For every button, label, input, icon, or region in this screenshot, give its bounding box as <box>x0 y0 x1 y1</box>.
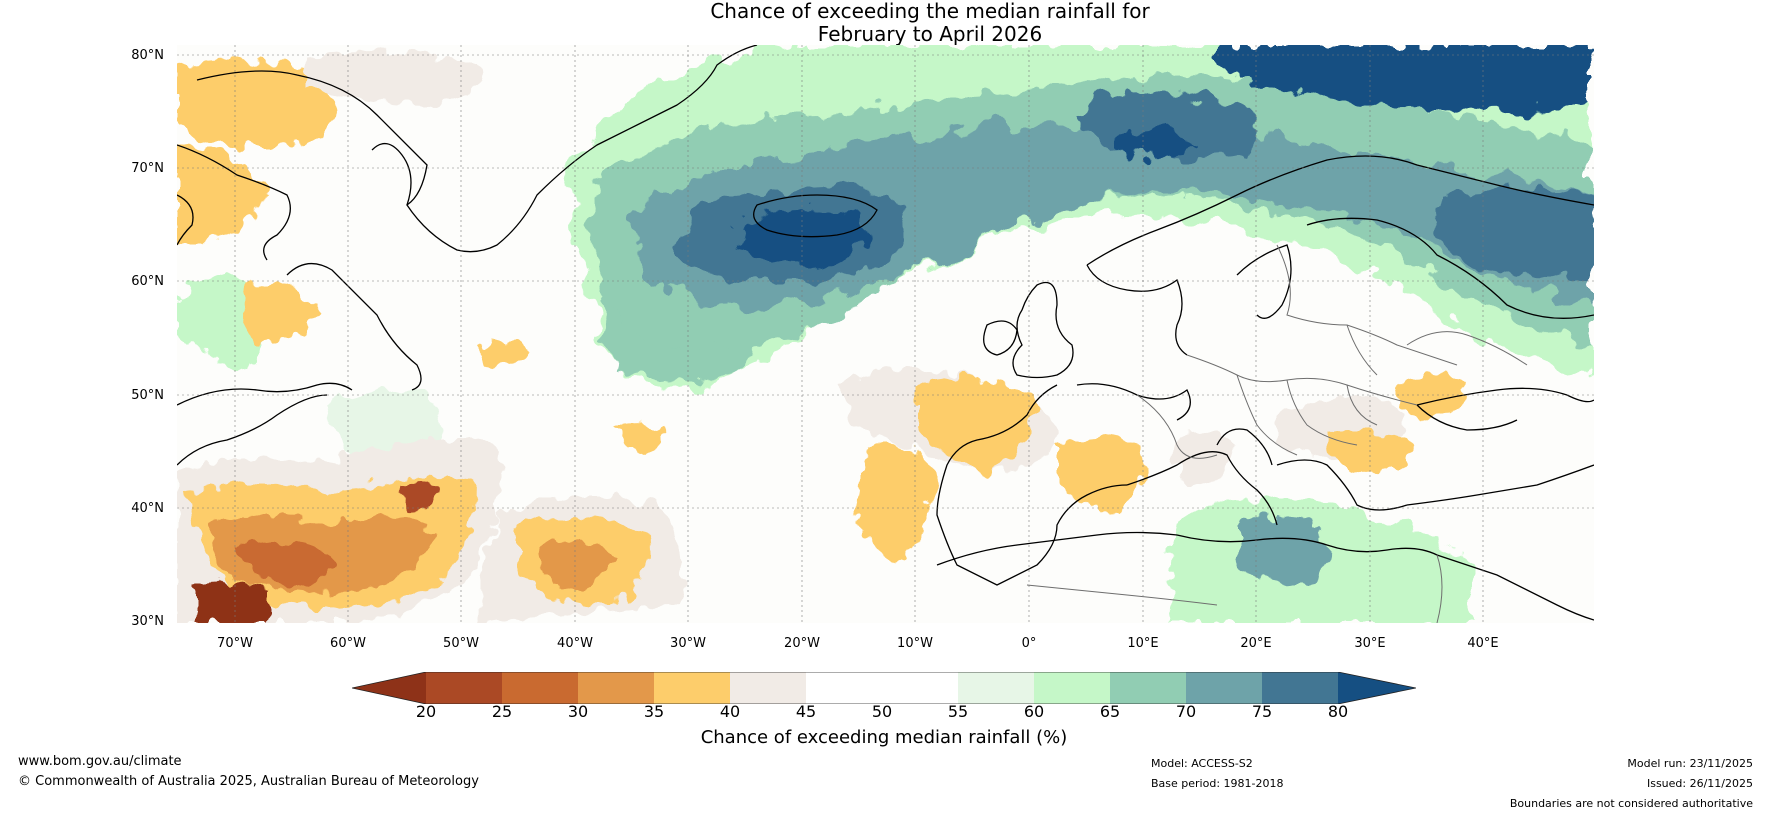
colorbar-arrow-high <box>1338 672 1416 704</box>
colorbar <box>352 672 1416 704</box>
colorbar-tick: 60 <box>1023 702 1045 721</box>
colorbar-tick: 45 <box>795 702 817 721</box>
model-info: Model: ACCESS-S2 <box>1151 757 1253 770</box>
model-run-date: Model run: 23/11/2025 <box>1627 757 1753 770</box>
colorbar-swatch <box>882 672 958 704</box>
base-period-info: Base period: 1981-2018 <box>1151 777 1284 790</box>
lat-label-50n: 50°N <box>131 388 164 403</box>
lat-label-70n: 70°N <box>131 161 164 176</box>
colorbar-tick: 55 <box>947 702 969 721</box>
wet-anomaly-fields <box>177 45 1594 623</box>
rainfall-map <box>177 45 1594 623</box>
lon-label-60w: 60°W <box>330 636 366 651</box>
issued-date: Issued: 26/11/2025 <box>1646 777 1753 790</box>
colorbar-label: Chance of exceeding median rainfall (%) <box>700 727 1068 748</box>
colorbar-tick: 75 <box>1251 702 1273 721</box>
copyright-text: © Commonwealth of Australia 2025, Austra… <box>18 774 479 789</box>
colorbar-swatch <box>806 672 882 704</box>
lon-label-40e: 40°E <box>1467 636 1499 651</box>
lat-label-60n: 60°N <box>131 274 164 289</box>
title-line-2: February to April 2026 <box>817 22 1043 46</box>
lon-label-10w: 10°W <box>897 636 933 651</box>
title-line-1: Chance of exceeding the median rainfall … <box>710 0 1150 23</box>
colorbar-tick: 70 <box>1175 702 1197 721</box>
website-link[interactable]: www.bom.gov.au/climate <box>18 754 182 769</box>
lon-label-30w: 30°W <box>670 636 706 651</box>
colorbar-swatch <box>1110 672 1186 704</box>
colorbar-tick: 40 <box>719 702 741 721</box>
colorbar-swatch <box>1186 672 1262 704</box>
colorbar-tick: 35 <box>643 702 665 721</box>
lon-label-40w: 40°W <box>557 636 593 651</box>
colorbar-swatch <box>502 672 578 704</box>
colorbar-tick: 30 <box>567 702 589 721</box>
lon-label-20w: 20°W <box>784 636 820 651</box>
colorbar-tick: 65 <box>1099 702 1121 721</box>
lon-label-10e: 10°E <box>1127 636 1159 651</box>
lon-label-0: 0° <box>1021 636 1037 651</box>
colorbar-swatch <box>1034 672 1110 704</box>
lon-label-20e: 20°E <box>1240 636 1272 651</box>
lat-label-30n: 30°N <box>131 614 164 629</box>
country-borders <box>1026 244 1528 623</box>
colorbar-tick: 50 <box>871 702 893 721</box>
colorbar-arrow-low <box>352 672 426 704</box>
dry-anomaly-fields <box>177 51 1467 623</box>
colorbar-swatch <box>958 672 1034 704</box>
graticule <box>177 45 1594 623</box>
lat-label-40n: 40°N <box>131 501 164 516</box>
lon-label-70w: 70°W <box>217 636 253 651</box>
lat-label-80n: 80°N <box>131 48 164 63</box>
colorbar-tick: 80 <box>1327 702 1349 721</box>
map-canvas <box>177 45 1594 623</box>
colorbar-swatch <box>730 672 806 704</box>
colorbar-swatch <box>1262 672 1338 704</box>
colorbar-swatch <box>654 672 730 704</box>
chart-title: Chance of exceeding the median rainfall … <box>0 0 1770 46</box>
colorbar-tick: 20 <box>415 702 437 721</box>
colorbar-swatch <box>578 672 654 704</box>
lon-label-30e: 30°E <box>1354 636 1386 651</box>
coastlines <box>177 45 1594 621</box>
lon-label-50w: 50°W <box>443 636 479 651</box>
boundaries-disclaimer: Boundaries are not considered authoritat… <box>1509 797 1753 810</box>
colorbar-tick: 25 <box>491 702 513 721</box>
colorbar-swatch <box>426 672 502 704</box>
